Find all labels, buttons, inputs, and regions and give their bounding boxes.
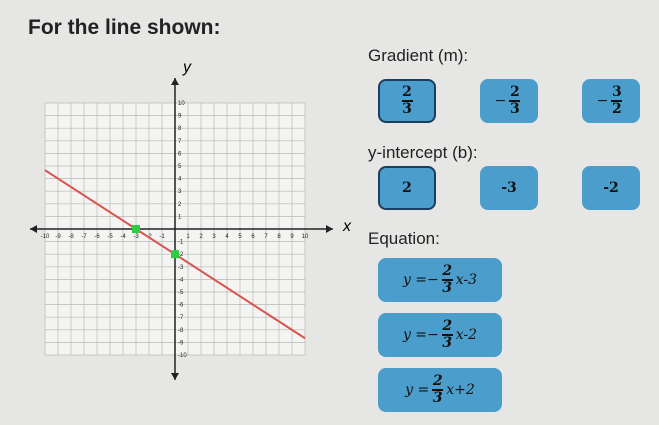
y-tick-label: -3 <box>178 265 184 271</box>
y-tick-label: -4 <box>178 277 184 283</box>
sign: − <box>494 93 507 109</box>
y-tick-label: 4 <box>178 177 182 183</box>
x-tick-label: 10 <box>302 234 309 240</box>
y-axis-label: y <box>182 59 192 76</box>
y-tick-label: -6 <box>178 303 184 309</box>
x-tick-label: 7 <box>264 234 268 240</box>
numerator: 3 <box>611 84 622 101</box>
x-tick-label: 8 <box>277 234 281 240</box>
bar <box>432 389 444 391</box>
numerator: 2 <box>442 263 453 280</box>
numerator: 2 <box>402 84 412 101</box>
y-tick-label: 2 <box>178 202 182 208</box>
x-axis-label: x <box>342 218 352 235</box>
x-tick-label: 2 <box>199 234 203 240</box>
x-tick-label: 6 <box>251 234 255 240</box>
x-tick-label: 1 <box>186 234 190 240</box>
lhs: y = <box>402 327 428 343</box>
x-tick-label: 9 <box>290 234 294 240</box>
y-tick-label: 8 <box>178 126 182 132</box>
x-tick-label: -5 <box>107 234 113 240</box>
x-tick-label: -9 <box>55 234 61 240</box>
bar <box>611 100 623 102</box>
x-tick-label: -7 <box>81 234 87 240</box>
gradient-label: Gradient (m): <box>368 46 469 65</box>
x-tick-label: -4 <box>120 234 126 240</box>
option-text: -3 <box>501 180 517 196</box>
bar <box>509 100 521 102</box>
numerator: 2 <box>442 318 453 335</box>
denominator: 2 <box>611 100 622 117</box>
y-tick-label: -10 <box>178 353 187 359</box>
lhs: y = <box>402 272 428 288</box>
rest: x+2 <box>446 382 475 398</box>
option-text: 2 <box>402 180 412 196</box>
y-tick-label: 3 <box>178 189 182 195</box>
option-button[interactable]: y = −2 3 x-2 <box>378 313 502 357</box>
sign: − <box>427 327 439 343</box>
numerator: 2 <box>509 84 520 101</box>
denominator: 3 <box>432 389 443 406</box>
x-tick-label: -1 <box>159 234 165 240</box>
denominator: 3 <box>402 100 412 117</box>
x-tick-label: 5 <box>238 234 242 240</box>
denominator: 3 <box>442 279 453 296</box>
sign: − <box>427 272 439 288</box>
y-tick-label: 6 <box>178 151 182 157</box>
denominator: 3 <box>509 100 520 117</box>
bar <box>401 100 413 102</box>
y-tick-label: 5 <box>178 164 182 170</box>
intercept-label: y-intercept (b): <box>368 143 478 162</box>
x-tick-label: -3 <box>133 234 139 240</box>
option-button[interactable]: 2 <box>378 166 436 210</box>
sign: − <box>596 93 609 109</box>
rest: x-2 <box>455 327 478 343</box>
y-tick-label: -8 <box>178 328 184 334</box>
y-tick-label: 10 <box>178 101 185 107</box>
y-tick-label: -1 <box>178 240 184 246</box>
y-tick-label: -2 <box>178 252 184 258</box>
x-tick-label: -8 <box>68 234 74 240</box>
title: For the line shown: <box>28 16 221 39</box>
x-tick-label: 4 <box>225 234 229 240</box>
y-tick-label: 7 <box>178 139 182 145</box>
x-tick-label: 3 <box>212 234 216 240</box>
numerator: 2 <box>432 373 443 390</box>
y-tick-label: -5 <box>178 290 184 296</box>
graph: -10 -9 -8 -7 -6 -5 -4 -3 -2 -1 1 2 3 4 5 6 7 8 9 10-10-9-8-… <box>30 59 352 380</box>
option-button[interactable]: -2 <box>582 166 640 210</box>
point <box>171 250 179 259</box>
equation-label: Equation: <box>368 229 440 248</box>
option-button[interactable]: −2 3 <box>480 79 538 123</box>
option-text: -2 <box>603 180 619 196</box>
bar <box>441 279 453 281</box>
rest: x-3 <box>455 272 478 288</box>
denominator: 3 <box>442 334 453 351</box>
option-button[interactable]: -3 <box>480 166 538 210</box>
x-tick-label: -6 <box>94 234 100 240</box>
y-tick-label: 9 <box>178 114 182 120</box>
y-tick-label: 1 <box>178 214 182 220</box>
y-tick-label: -7 <box>178 315 184 321</box>
bar <box>441 334 453 336</box>
y-tick-label: -9 <box>178 340 184 346</box>
option-button[interactable]: y = 2 3 x+2 <box>378 368 502 412</box>
x-tick-label: -10 <box>41 234 50 240</box>
point <box>132 225 140 233</box>
lhs: y = <box>405 382 430 398</box>
option-button[interactable]: −3 2 <box>582 79 640 123</box>
option-button[interactable]: y = −2 3 x-3 <box>378 258 502 302</box>
